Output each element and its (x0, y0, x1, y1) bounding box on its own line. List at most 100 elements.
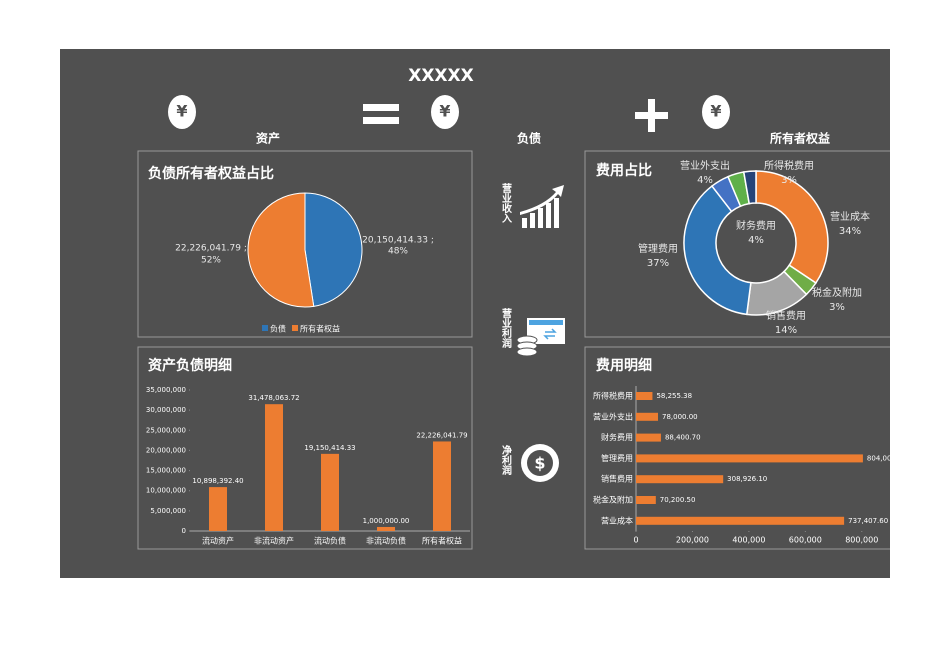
percent-label: 34% (839, 226, 861, 237)
data-label: 88,400.70 (665, 434, 701, 442)
bar (636, 454, 863, 463)
title: XXXXX (408, 66, 474, 86)
y-tick-label: 35,000,000 (146, 386, 186, 394)
category-label: 销售费用 (766, 309, 806, 322)
x-tick-label: 400,000 (732, 536, 765, 545)
y-tick-label: 所得税费用 (593, 391, 633, 401)
panel (137, 346, 473, 550)
bar (636, 475, 724, 484)
header-label: 资产 (256, 131, 280, 146)
percent-label: 4% (697, 175, 713, 186)
category-label: 营业外支出 (680, 159, 730, 172)
bar (209, 487, 227, 531)
percent-label: 37% (647, 258, 669, 269)
bar (265, 404, 283, 531)
bar (636, 433, 661, 442)
chart-title: 负债所有者权益占比 (148, 165, 274, 182)
panel (584, 150, 890, 338)
x-tick-label: 200,000 (676, 536, 709, 545)
category-label: 管理费用 (638, 242, 678, 255)
bar (636, 392, 653, 400)
panel (137, 150, 473, 338)
x-tick-label: 非流动资产 (254, 536, 294, 546)
chart-title: 资产负债明细 (148, 357, 232, 374)
side-label: 营业收入 (500, 182, 512, 224)
category-label: 所得税费用 (764, 159, 814, 172)
panel (584, 346, 890, 550)
pie-slice (304, 192, 363, 307)
y-tick-label: 30,000,000 (146, 406, 186, 414)
pie-slice (247, 192, 315, 308)
x-tick-label: 800,000 (845, 536, 878, 545)
data-label: 19,150,414.33 (304, 444, 355, 452)
percent-label: 48% (388, 247, 408, 257)
donut-slice (742, 170, 757, 205)
bar (433, 441, 451, 531)
data-label: 804,000.00 (867, 454, 907, 462)
percent-label: 3% (829, 302, 845, 313)
bar (636, 516, 845, 525)
y-tick-label: 营业外支出 (593, 411, 633, 421)
legend-swatch (262, 325, 268, 331)
percent-label: 14% (775, 325, 797, 336)
legend-swatch (292, 325, 298, 331)
data-label: 10,898,392.40 (192, 477, 243, 485)
svg-text:¥: ¥ (710, 102, 721, 121)
data-label: 70,200.50 (660, 496, 696, 504)
data-label: 22,226,041.79 (416, 431, 467, 439)
operator-icon (363, 99, 668, 132)
y-tick-label: 营业成本 (601, 515, 633, 525)
header-label: 负债 (517, 131, 541, 146)
percent-label: 3% (781, 175, 797, 186)
chart-title: 费用明细 (596, 357, 652, 374)
svg-text:¥: ¥ (176, 102, 187, 121)
growth-icon (520, 185, 564, 228)
y-tick-label: 5,000,000 (150, 507, 186, 515)
legend-label: 负债 (270, 324, 286, 334)
header-label: 所有者权益 (770, 131, 830, 146)
data-label: 31,478,063.72 (248, 394, 299, 402)
donut-slice (683, 184, 752, 316)
svg-text:¥: ¥ (439, 102, 450, 121)
bar (377, 526, 395, 531)
x-tick-label: 流动负债 (314, 536, 346, 546)
x-tick-label: 600,000 (789, 536, 822, 545)
category-label: 税金及附加 (812, 286, 862, 299)
side-label: 净利润 (500, 444, 512, 476)
percent-label: 4% (748, 235, 764, 246)
x-tick-label: 非流动负债 (366, 536, 406, 546)
category-label: 营业成本 (830, 210, 870, 223)
card-icon (516, 318, 565, 357)
y-tick-label: 25,000,000 (146, 426, 186, 434)
data-label: 308,926.10 (727, 475, 767, 483)
data-label: 22,226,041.79 ; (175, 244, 247, 254)
x-tick-label: 流动资产 (202, 536, 234, 546)
y-tick-label: 销售费用 (601, 474, 633, 484)
side-label: 营业利润 (500, 307, 512, 349)
data-label: 1,000,000.00 (363, 517, 410, 525)
x-tick-label: 0 (633, 536, 638, 545)
legend-label: 所有者权益 (300, 324, 340, 334)
y-tick-label: 10,000,000 (146, 487, 186, 495)
data-label: 737,407.60 (848, 517, 888, 525)
data-label: 20,150,414.33 ; (362, 236, 434, 246)
percent-label: 52% (201, 256, 221, 266)
y-tick-label: 0 (182, 527, 186, 535)
bar (321, 453, 339, 531)
y-tick-label: 管理费用 (601, 453, 633, 463)
bar (636, 412, 659, 421)
y-tick-label: 税金及附加 (593, 495, 633, 505)
donut-slice (755, 170, 829, 285)
category-label: 财务费用 (736, 219, 776, 232)
y-tick-label: 15,000,000 (146, 467, 186, 475)
chart-title: 费用占比 (596, 162, 652, 179)
x-tick-label: 所有者权益 (422, 536, 462, 546)
data-label: 78,000.00 (662, 413, 698, 421)
svg-text:$: $ (534, 454, 545, 473)
yen-icon: ¥ ¥ ¥ (168, 95, 730, 129)
y-tick-label: 财务费用 (601, 432, 633, 442)
data-label: 58,255.38 (656, 392, 692, 400)
dollar-icon: $ (521, 444, 559, 482)
y-tick-label: 20,000,000 (146, 446, 186, 454)
